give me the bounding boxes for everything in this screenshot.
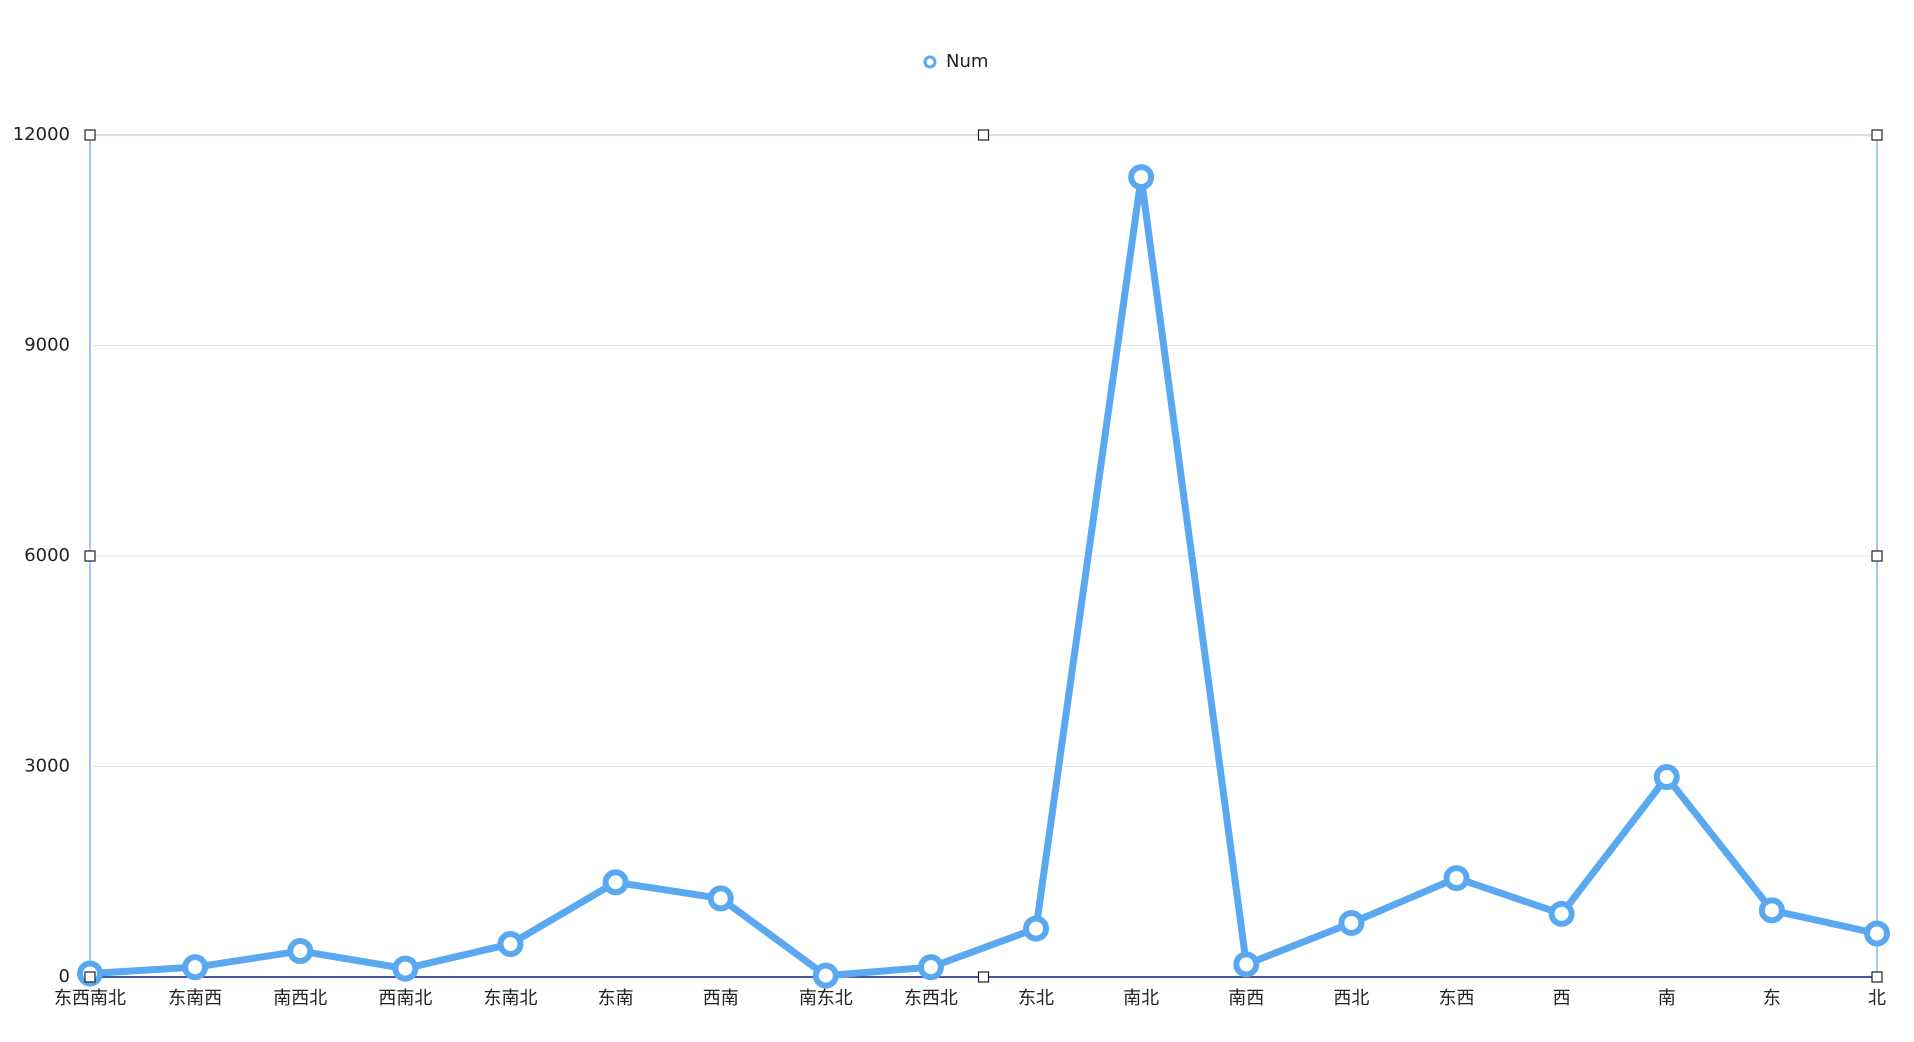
x-tick-label: 南北 <box>1123 988 1159 1009</box>
x-tick-label: 南西 <box>1228 988 1264 1009</box>
y-tick-label: 9000 <box>24 335 70 356</box>
x-tick-label: 东南西 <box>168 988 222 1009</box>
selection-handle <box>84 550 96 562</box>
data-point <box>1233 951 1260 978</box>
selection-handle <box>977 971 990 983</box>
data-point <box>602 869 629 896</box>
data-point <box>1443 865 1470 892</box>
data-point <box>707 885 734 912</box>
y-tick-label: 3000 <box>24 756 70 777</box>
y-tick-label: 6000 <box>24 545 70 566</box>
data-point <box>1758 897 1785 924</box>
x-tick-label: 东西北 <box>904 988 958 1009</box>
data-point <box>1023 915 1050 942</box>
selection-handle <box>84 971 96 983</box>
x-tick-label: 东北 <box>1018 988 1054 1009</box>
y-tick-label: 12000 <box>13 124 70 145</box>
data-point <box>392 955 419 982</box>
y-tick-label: 0 <box>59 966 70 987</box>
x-tick-label: 西南北 <box>378 988 432 1009</box>
data-point <box>1548 900 1575 927</box>
data-point <box>1864 920 1890 947</box>
data-point <box>1338 909 1365 936</box>
data-point <box>917 954 944 981</box>
x-tick-label: 东 <box>1763 988 1781 1009</box>
legend-marker <box>923 55 937 69</box>
x-tick-label: 南西北 <box>273 988 327 1009</box>
selection-handle <box>1871 971 1883 983</box>
x-tick-label: 南东北 <box>799 988 853 1009</box>
x-tick-label: 西北 <box>1333 988 1369 1009</box>
data-point <box>287 938 314 965</box>
x-tick-label: 东西 <box>1439 988 1475 1009</box>
x-tick-label: 西 <box>1553 988 1571 1009</box>
data-point <box>1128 164 1155 191</box>
x-tick-label: 东西南北 <box>54 988 126 1009</box>
x-tick-label: 东南北 <box>483 988 537 1009</box>
selection-handle <box>1871 550 1883 562</box>
series-line <box>89 173 1878 980</box>
x-tick-label: 南 <box>1658 988 1676 1009</box>
x-tick-label: 西南 <box>703 988 739 1009</box>
selection-handle <box>977 129 990 141</box>
x-tick-label: 东南 <box>598 988 634 1009</box>
data-point <box>812 962 839 989</box>
selection-handle <box>84 129 96 141</box>
data-point <box>1653 764 1680 791</box>
data-point <box>182 954 209 981</box>
data-point <box>497 931 524 958</box>
x-tick-label: 北 <box>1868 988 1886 1009</box>
selection-handle <box>1871 129 1883 141</box>
legend-label: Num <box>946 51 988 72</box>
